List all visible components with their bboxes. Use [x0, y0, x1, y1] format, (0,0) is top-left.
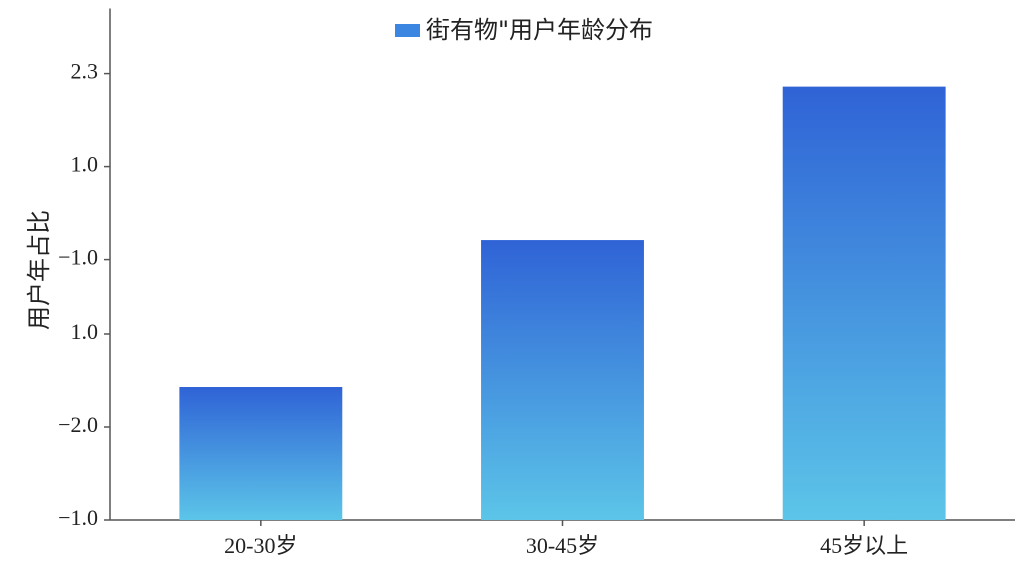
y-tick-label: −1.0: [58, 505, 98, 530]
y-tick-label: 1.0: [71, 319, 99, 344]
x-tick-label: 30-45岁: [526, 533, 599, 558]
legend-label: 街有物"用户年龄分布: [426, 16, 653, 44]
x-tick-label: 45岁以上: [820, 533, 908, 558]
y-axis-label: 用户年占比: [25, 210, 53, 330]
legend-swatch: [395, 24, 420, 37]
y-tick-label: 2.3: [71, 59, 99, 84]
x-tick-label: 20-30岁: [224, 533, 297, 558]
bar: [481, 240, 644, 520]
y-tick-label: 1.0: [71, 152, 99, 177]
bar: [782, 86, 946, 521]
y-tick-label: −1.0: [58, 245, 98, 270]
bar: [179, 387, 343, 520]
y-tick-label: −2.0: [58, 412, 98, 437]
